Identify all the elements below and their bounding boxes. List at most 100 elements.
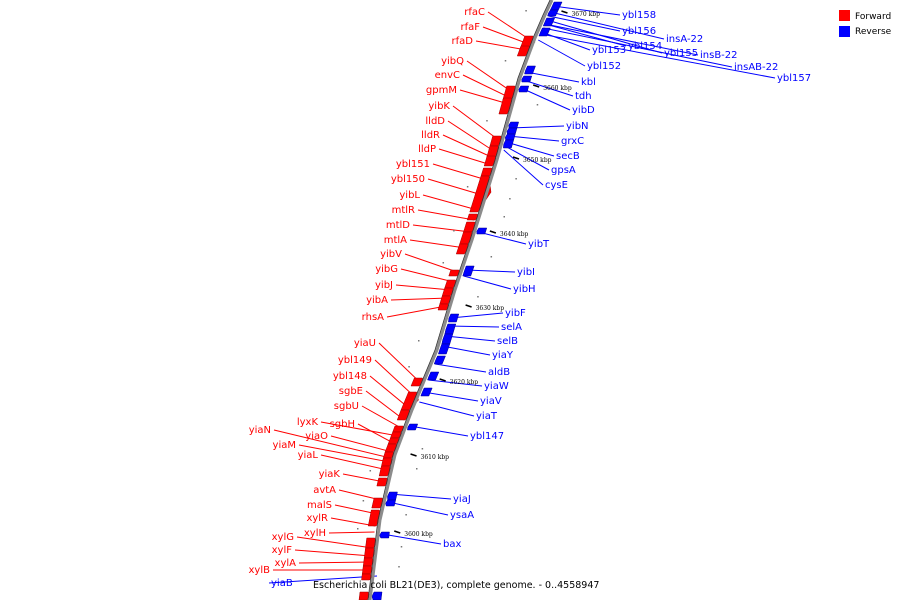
reverse-gene-block — [518, 85, 530, 93]
leader-line-lldP — [438, 148, 492, 166]
gene-label-rhsA: rhsA — [362, 312, 384, 323]
leader-line-mtlA — [409, 239, 466, 249]
leader-line-yiaB — [268, 575, 378, 584]
genome-caption: Escherichia coli BL21(DE3), complete gen… — [313, 580, 599, 591]
chromosome-backbone — [367, 0, 554, 600]
gene-label-ysaA: ysaA — [450, 510, 474, 521]
gene-label-yibT: yibT — [528, 239, 550, 250]
reverse-gene-block — [420, 387, 433, 397]
leader-line-kbl — [526, 71, 580, 83]
tick-mark — [439, 378, 446, 382]
gene-label-mtlR: mtlR — [392, 205, 415, 216]
forward-gene-block — [466, 213, 480, 221]
reverse-gene-block — [407, 423, 419, 431]
leader-line-xylR — [330, 517, 376, 527]
leader-line-grxC — [507, 135, 560, 142]
leader-line-yibF — [450, 312, 504, 319]
marker-dot — [503, 216, 505, 218]
gene-label-yiaN: yiaN — [249, 425, 271, 436]
coordinate-ticks: 3670 kbp 3660 kbp 3650 kbp 3640 kbp 3630 kbp… — [394, 10, 600, 538]
leader-line-cysE — [503, 149, 544, 186]
leader-line-ybl158 — [553, 5, 621, 16]
leader-line-yibL — [422, 194, 478, 211]
gene-label-xylG: xylG — [272, 532, 294, 543]
leader-line-yiaM — [298, 444, 390, 463]
leader-line-yiaV — [423, 391, 479, 402]
reverse-gene-block — [521, 75, 533, 83]
gene-label-yiaK: yiaK — [319, 469, 341, 480]
leader-line-ybl157 — [540, 33, 776, 79]
gene-label-xylA: xylA — [275, 558, 297, 569]
gene-label-yiaT: yiaT — [476, 411, 498, 422]
gene-label-selA: selA — [501, 322, 522, 333]
leader-line-xylH — [328, 531, 375, 534]
leader-line-lldR — [442, 134, 494, 159]
tick-label: 3670 kbp — [571, 11, 600, 18]
gene-label-yibH: yibH — [513, 284, 536, 295]
gene-label-yibA: yibA — [366, 295, 388, 306]
leader-line-selB — [445, 335, 496, 342]
leader-line-insA-22 — [550, 11, 665, 40]
leader-line-yiaJ — [389, 493, 452, 500]
marker-dot — [416, 468, 418, 470]
legend-forward-swatch — [839, 10, 850, 21]
tick-label: 3640 kbp — [500, 231, 529, 238]
leader-line-yiaW — [428, 379, 483, 387]
gene-label-bax: bax — [443, 539, 461, 550]
gene-label-xylR: xylR — [306, 513, 328, 524]
gene-label-yiaL: yiaL — [298, 450, 319, 461]
gene-label-malS: malS — [307, 500, 332, 511]
gene-label-xylB: xylB — [249, 565, 271, 576]
gene-label-yiaY: yiaY — [492, 350, 514, 361]
gene-label-ybl148: ybl148 — [333, 371, 367, 382]
leader-line-ybl150 — [427, 178, 483, 196]
gene-label-secB: secB — [556, 151, 580, 162]
leader-line-xylF — [294, 549, 372, 557]
leader-line-yibG — [400, 268, 454, 283]
marker-dot — [442, 262, 445, 264]
gene-label-xylH: xylH — [304, 528, 326, 539]
leader-line-ybl147 — [409, 425, 469, 437]
leader-line-gpsA — [504, 145, 550, 171]
leader-line-ybl149 — [374, 359, 415, 397]
reverse-gene-block — [506, 127, 518, 135]
gene-label-yiaV: yiaV — [480, 396, 502, 407]
leader-line-insAB-22 — [543, 27, 733, 68]
marker-dot — [490, 256, 493, 258]
gene-label-sgbE: sgbE — [339, 386, 363, 397]
gene-label-sgbU: sgbU — [334, 401, 359, 412]
marker-dot — [418, 340, 420, 342]
tick-label: 3630 kbp — [476, 305, 505, 312]
reverse-gene-block — [503, 139, 514, 149]
gene-label-ybl152: ybl152 — [587, 61, 621, 72]
leader-line-yibN — [509, 125, 565, 129]
gene-label-yibL: yibL — [399, 190, 420, 201]
gene-label-ybl149: ybl149 — [338, 355, 372, 366]
leader-line-yiaU — [378, 342, 421, 383]
marker-dot — [486, 120, 488, 122]
gene-label-selB: selB — [497, 336, 518, 347]
label-leader-lines — [268, 5, 776, 584]
leader-line-yiaK — [342, 473, 385, 483]
gene-label-yibI: yibI — [517, 267, 535, 278]
leader-line-xylG — [296, 536, 373, 549]
leader-line-sgbH — [357, 423, 396, 445]
backbone-edge — [367, 0, 551, 600]
gene-label-insB-22: insB-22 — [700, 50, 738, 61]
leader-line-bax — [382, 533, 442, 545]
tick-mark — [561, 10, 568, 14]
gene-label-cysE: cysE — [545, 180, 568, 191]
marker-dot — [515, 178, 517, 180]
gene-label-mtlD: mtlD — [386, 220, 410, 231]
tick-mark — [532, 84, 540, 88]
gene-label-yiaO: yiaO — [305, 431, 328, 442]
tick-label: 3600 kbp — [404, 531, 433, 538]
leader-line-ybl153 — [541, 31, 591, 51]
reverse-gene-block — [437, 343, 451, 355]
gene-label-envC: envC — [435, 70, 460, 81]
reverse-gene-block — [547, 9, 559, 17]
gene-label-aldB: aldB — [488, 367, 510, 378]
tick-label: 3660 kbp — [543, 85, 572, 92]
gene-label-lldR: lldR — [421, 130, 440, 141]
gene-label-yibQ: yibQ — [441, 56, 464, 67]
